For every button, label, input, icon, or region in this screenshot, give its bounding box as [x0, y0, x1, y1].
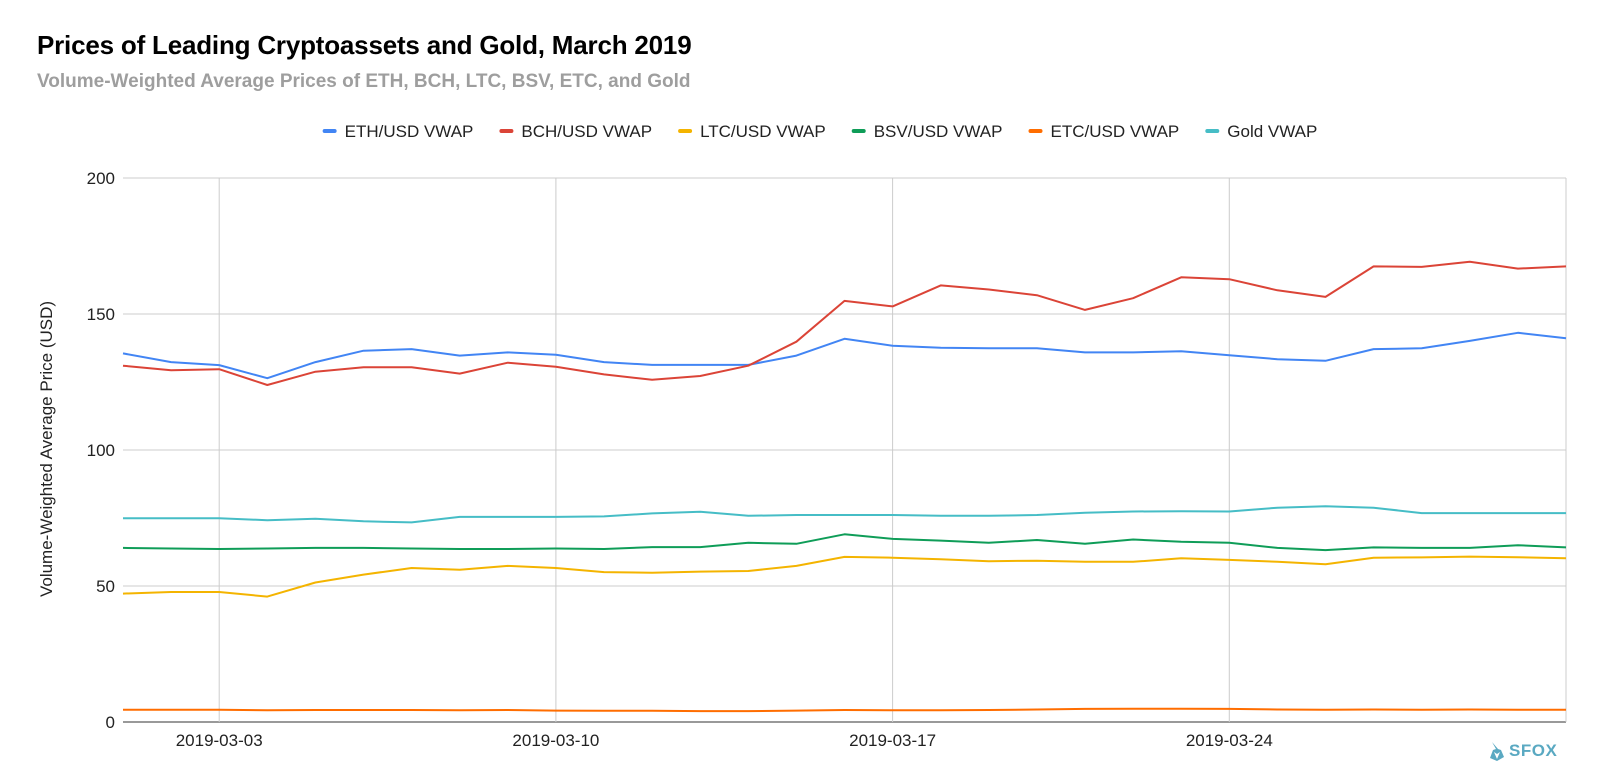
legend: ETH/USD VWAP BCH/USD VWAP LTC/USD VWAP BSV/…	[322, 122, 1317, 141]
series-line-gold-vwap	[123, 505, 1566, 524]
legend-swatch	[1205, 129, 1220, 133]
legend-swatch	[678, 129, 693, 133]
x-tick-label: 2019-03-03	[176, 731, 263, 750]
x-axis-ticks: 2019-03-03 2019-03-10 2019-03-17 2019-03-24	[176, 731, 1273, 750]
series-line-ltc-usd-vwap	[122, 555, 1567, 598]
series-line-eth-usd-vwap	[122, 331, 1567, 380]
y-axis-ticks: 0 50 100 150 200	[87, 169, 115, 732]
chart-subtitle: Volume-Weighted Average Prices of ETH, B…	[37, 71, 691, 92]
legend-label: BSV/USD VWAP	[874, 122, 1003, 141]
x-tick-label: 2019-03-17	[849, 731, 936, 750]
y-tick-label: 100	[87, 441, 115, 460]
series-line-bsv-usd-vwap	[122, 533, 1567, 552]
logo-text: SFOX	[1509, 741, 1558, 760]
sfox-fox-icon	[1490, 742, 1504, 761]
series-line-bch-usd-vwap	[122, 260, 1567, 386]
series-line-etc-usd-vwap	[123, 707, 1566, 713]
legend-label: BCH/USD VWAP	[521, 122, 652, 141]
legend-swatch	[499, 129, 514, 133]
y-tick-label: 50	[96, 577, 115, 596]
legend-swatch	[851, 129, 866, 133]
y-tick-label: 200	[87, 169, 115, 188]
chart-title: Prices of Leading Cryptoassets and Gold,…	[37, 30, 692, 60]
y-tick-label: 0	[106, 713, 115, 732]
legend-swatch	[1028, 129, 1043, 133]
legend-label: ETH/USD VWAP	[345, 122, 474, 141]
x-tick-label: 2019-03-10	[512, 731, 599, 750]
legend-label: ETC/USD VWAP	[1051, 122, 1180, 141]
sfox-logo: SFOX	[1488, 740, 1557, 762]
y-axis-title: Volume-Weighted Average Price (USD)	[37, 301, 56, 597]
grid	[123, 177, 1567, 723]
series-lines	[122, 260, 1567, 713]
y-tick-label: 150	[87, 305, 115, 324]
legend-label: LTC/USD VWAP	[700, 122, 826, 141]
x-tick-label: 2019-03-24	[1186, 731, 1273, 750]
legend-swatch	[322, 129, 337, 133]
legend-label: Gold VWAP	[1227, 122, 1317, 141]
